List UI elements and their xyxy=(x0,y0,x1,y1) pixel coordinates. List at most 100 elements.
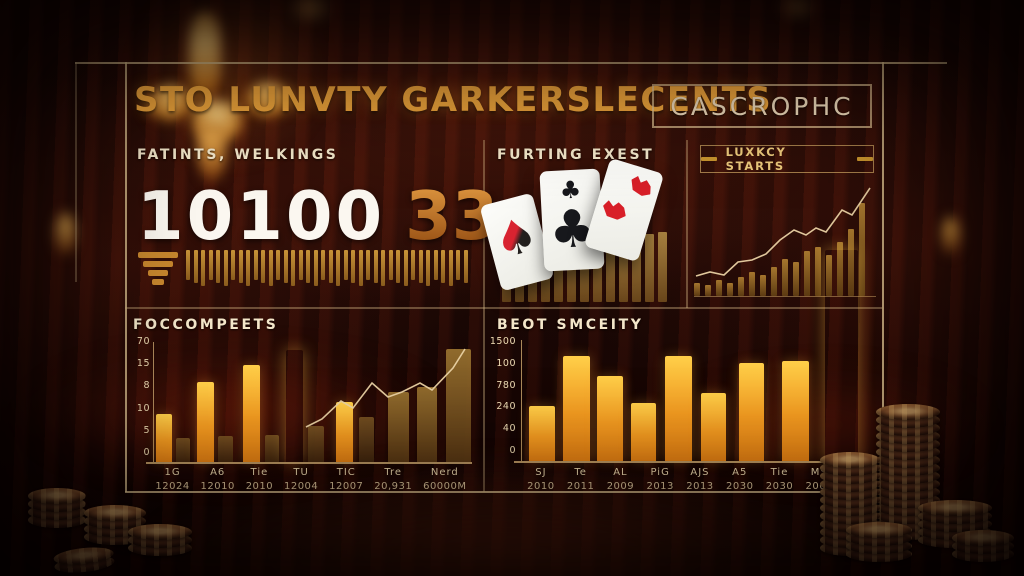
table-glow-left xyxy=(20,350,450,480)
chandelier-lamp-right xyxy=(246,82,290,116)
ruler-tick xyxy=(321,250,325,280)
x-category: 1G 12024 xyxy=(155,467,190,492)
chip-stack-right-mid xyxy=(820,452,880,556)
axis-tick-label: 8 xyxy=(143,380,150,392)
chart-left-plot xyxy=(153,342,472,462)
mini-bar xyxy=(760,275,766,296)
ruler-tick xyxy=(231,250,235,280)
red-mark-icon-bottom xyxy=(601,199,628,221)
funnel-icon xyxy=(136,252,180,285)
divider-horizontal xyxy=(125,307,882,309)
mini-bar xyxy=(593,240,602,302)
ruler-tick xyxy=(328,250,333,283)
axis-tick-label: 1500 xyxy=(489,336,516,347)
frame-far-left xyxy=(75,62,77,282)
x-category: TIC 12007 xyxy=(329,467,364,492)
lucky-starts-button[interactable]: LUXKCY STARTS xyxy=(700,145,874,173)
x-category: Te 2011 xyxy=(566,467,595,492)
axis-tick-label: 0 xyxy=(509,444,516,456)
ruler-tick xyxy=(426,250,430,286)
mini-bar xyxy=(645,234,654,302)
poker-chip xyxy=(876,404,940,420)
mini-bar xyxy=(632,236,641,302)
x-category: Nerd 60000M xyxy=(423,467,467,492)
chandelier-body xyxy=(189,12,221,98)
mini-bar xyxy=(619,242,628,302)
ruler-tick xyxy=(261,250,265,283)
x-category: Tie 2010 xyxy=(245,467,274,492)
mini-bar xyxy=(705,285,711,296)
red-black-spade-icon: ♠ xyxy=(487,205,544,271)
x-category: A5 2030 xyxy=(725,467,754,492)
ruler-tick xyxy=(201,250,205,286)
chart-bar xyxy=(563,356,590,461)
chart-bar xyxy=(701,393,726,461)
chip-stack-right-low2 xyxy=(846,522,912,562)
ruler-tick xyxy=(193,250,198,283)
ruler-tick xyxy=(358,250,363,286)
axis-tick-label: 780 xyxy=(496,379,516,391)
axis-tick-label: 0 xyxy=(143,446,150,458)
ruler-tick xyxy=(448,250,453,286)
ruler-tick xyxy=(463,250,468,283)
frame-top xyxy=(75,62,947,64)
chart-bar xyxy=(265,435,279,462)
chart-bar xyxy=(417,387,437,462)
tick-bar-strip xyxy=(186,250,468,286)
x-category: MS 2000 xyxy=(805,467,833,492)
chart-bar xyxy=(359,417,374,462)
ruler-tick xyxy=(186,250,190,280)
ruler-tick xyxy=(298,250,303,280)
chart-bar xyxy=(197,382,214,462)
ruler-tick xyxy=(441,250,445,283)
header-badge-button[interactable]: CASCROPHC xyxy=(652,84,872,128)
x-category: TU 12004 xyxy=(283,467,319,492)
poker-chip xyxy=(128,524,192,540)
stats-panel-label: FATINTS, WELKINGS xyxy=(137,147,339,163)
cards-panel-label: FURTING EXEST xyxy=(497,147,655,163)
divider-vertical-right xyxy=(686,140,688,308)
x-category: Tre 20,931 xyxy=(374,467,413,492)
chandelier-finial xyxy=(198,126,226,182)
ruler-tick xyxy=(366,250,370,280)
mini-bar xyxy=(804,251,810,296)
page-title: STO LUNVTY GARKERSLECENTS xyxy=(134,80,773,120)
frame-right xyxy=(882,62,884,492)
ruler-tick xyxy=(223,250,228,286)
dash-icon-left xyxy=(701,157,717,161)
divider-vertical-mid xyxy=(483,140,485,492)
ruler-tick xyxy=(433,250,438,280)
chip-stack-left3 xyxy=(128,524,192,556)
chart-right-x-labels: SJ 2010 Te 2011 AL 2009 PiG 2013 AJS 2013 A5 2030 Ti… xyxy=(521,467,879,492)
ruler-tick xyxy=(313,250,318,286)
mini-bar xyxy=(580,246,589,302)
poker-chip xyxy=(918,500,992,516)
ruler-tick xyxy=(343,250,348,280)
chart-bar xyxy=(529,406,555,461)
ruler-tick xyxy=(291,250,295,286)
chart-bar xyxy=(665,356,692,461)
mini-bar xyxy=(848,229,854,296)
poker-chip xyxy=(84,505,146,521)
wall-sconce-right xyxy=(942,216,960,256)
axis-tick-label: 15 xyxy=(136,358,150,370)
stats-values: 10100 33 xyxy=(137,183,498,250)
frame-left xyxy=(125,62,127,492)
chart-left-title: FOCCOMPEETS xyxy=(133,317,279,333)
mini-bar xyxy=(859,203,865,296)
chart-right-y-labels: 1500 100 780 240 40 0 xyxy=(488,336,516,456)
chart-bar xyxy=(243,365,260,462)
chart-bar xyxy=(218,436,233,462)
ruler-tick xyxy=(253,250,258,280)
ruler-tick xyxy=(381,250,385,286)
ruler-tick xyxy=(351,250,355,283)
chart-bar xyxy=(782,361,809,461)
chip-stack-left1 xyxy=(28,488,86,528)
chart-left-y-labels: 70 15 8 10 5 0 xyxy=(126,336,150,458)
mini-bar xyxy=(694,283,700,296)
x-category: AL 2009 xyxy=(606,467,635,492)
ceiling-light-left xyxy=(280,0,340,20)
chip-loose-left xyxy=(52,544,116,576)
chart-bar xyxy=(308,426,324,462)
